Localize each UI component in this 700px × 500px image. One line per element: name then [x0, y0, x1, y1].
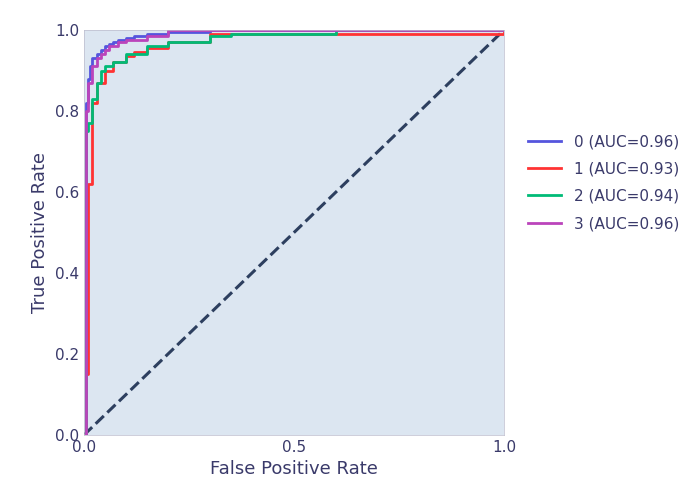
- 2 (AUC=0.94): [92, 80, 101, 86]
- 1 (AUC=0.93): [80, 432, 88, 438]
- 2 (AUC=0.94): [122, 52, 130, 58]
- 0 (AUC=0.96): [97, 48, 105, 54]
- 3 (AUC=0.96): [122, 37, 130, 43]
- 0 (AUC=0.96): [109, 39, 118, 45]
- 3 (AUC=0.96): [500, 27, 508, 33]
- 1 (AUC=0.93): [92, 80, 101, 86]
- 2 (AUC=0.94): [332, 27, 340, 33]
- 0 (AUC=0.96): [88, 56, 97, 62]
- 0 (AUC=0.96): [92, 52, 101, 58]
- 0 (AUC=0.96): [206, 27, 214, 33]
- 3 (AUC=0.96): [164, 27, 172, 33]
- 3 (AUC=0.96): [84, 80, 92, 86]
- 3 (AUC=0.96): [97, 52, 105, 58]
- 1 (AUC=0.93): [109, 60, 118, 66]
- 2 (AUC=0.94): [84, 120, 92, 126]
- 3 (AUC=0.96): [92, 56, 101, 62]
- 0 (AUC=0.96): [164, 29, 172, 35]
- Legend: 0 (AUC=0.96), 1 (AUC=0.93), 2 (AUC=0.94), 3 (AUC=0.96): 0 (AUC=0.96), 1 (AUC=0.93), 2 (AUC=0.94)…: [520, 126, 687, 238]
- 1 (AUC=0.93): [101, 68, 109, 73]
- 1 (AUC=0.93): [84, 181, 92, 187]
- 2 (AUC=0.94): [143, 43, 151, 49]
- 0 (AUC=0.96): [500, 27, 508, 33]
- 2 (AUC=0.94): [101, 64, 109, 70]
- 0 (AUC=0.96): [105, 41, 113, 47]
- 2 (AUC=0.94): [80, 432, 88, 438]
- Line: 1 (AUC=0.93): 1 (AUC=0.93): [84, 30, 504, 435]
- 0 (AUC=0.96): [80, 432, 88, 438]
- 1 (AUC=0.93): [88, 100, 97, 106]
- 3 (AUC=0.96): [82, 108, 90, 114]
- 1 (AUC=0.93): [164, 39, 172, 45]
- 0 (AUC=0.96): [122, 35, 130, 41]
- 0 (AUC=0.96): [101, 43, 109, 49]
- 2 (AUC=0.94): [97, 68, 105, 73]
- 2 (AUC=0.94): [82, 128, 90, 134]
- X-axis label: False Positive Rate: False Positive Rate: [210, 460, 378, 478]
- Line: 3 (AUC=0.96): 3 (AUC=0.96): [84, 30, 504, 435]
- 2 (AUC=0.94): [227, 31, 235, 37]
- 3 (AUC=0.96): [88, 64, 97, 70]
- 0 (AUC=0.96): [130, 33, 139, 39]
- 0 (AUC=0.96): [84, 76, 92, 82]
- 2 (AUC=0.94): [88, 96, 97, 102]
- 3 (AUC=0.96): [105, 43, 113, 49]
- 3 (AUC=0.96): [101, 48, 109, 54]
- 0 (AUC=0.96): [143, 31, 151, 37]
- 3 (AUC=0.96): [80, 432, 88, 438]
- Line: 2 (AUC=0.94): 2 (AUC=0.94): [84, 30, 504, 435]
- 2 (AUC=0.94): [500, 27, 508, 33]
- 0 (AUC=0.96): [290, 27, 298, 33]
- 0 (AUC=0.96): [113, 37, 122, 43]
- 1 (AUC=0.93): [206, 31, 214, 37]
- Y-axis label: True Positive Rate: True Positive Rate: [32, 152, 49, 313]
- 0 (AUC=0.96): [82, 100, 90, 106]
- 1 (AUC=0.93): [122, 54, 130, 60]
- 1 (AUC=0.93): [143, 45, 151, 51]
- 1 (AUC=0.93): [500, 27, 508, 33]
- 1 (AUC=0.93): [82, 371, 90, 377]
- 2 (AUC=0.94): [206, 33, 214, 39]
- 0 (AUC=0.96): [86, 64, 94, 70]
- 3 (AUC=0.96): [143, 33, 151, 39]
- 2 (AUC=0.94): [109, 60, 118, 66]
- 1 (AUC=0.93): [130, 50, 139, 56]
- 3 (AUC=0.96): [113, 39, 122, 45]
- Line: 0 (AUC=0.96): 0 (AUC=0.96): [84, 30, 504, 435]
- 2 (AUC=0.94): [164, 39, 172, 45]
